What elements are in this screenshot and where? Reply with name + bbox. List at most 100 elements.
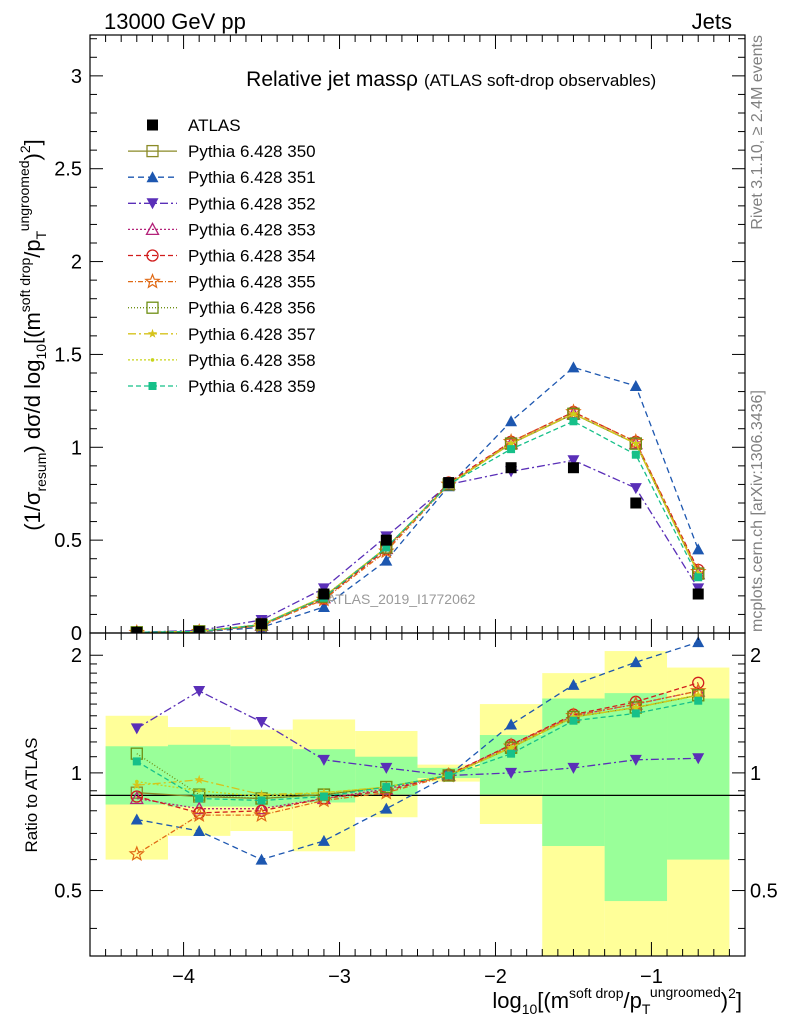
ratio-series-marker [190, 806, 208, 823]
atlas-data-point [443, 477, 455, 489]
ratio-series-marker [255, 853, 268, 865]
legend-label: Pythia 6.428 350 [188, 142, 316, 161]
main-series-2 [130, 455, 705, 633]
ratio-series-marker [567, 762, 580, 774]
ratio-y-tick-label-left: 1 [71, 763, 82, 785]
label-part: ungroomed [16, 160, 32, 231]
main-series-marker [382, 543, 391, 552]
label-part: T [33, 230, 49, 239]
ratio-series-layer [128, 636, 707, 865]
x-tick-label: −2 [484, 966, 507, 988]
label-part: [(m [537, 988, 569, 1013]
main-y-tick-label: 1 [71, 437, 82, 459]
ratio-y-tick-label-right: 1 [750, 763, 761, 785]
ratio-series-marker [194, 774, 204, 784]
legend-label: Pythia 6.428 351 [188, 168, 316, 187]
main-y-tick-label: 1.5 [54, 344, 82, 366]
legend-marker [150, 358, 155, 362]
legend-marker [147, 328, 158, 338]
legend-label: Pythia 6.428 355 [188, 273, 316, 292]
x-tick-label: −3 [328, 966, 351, 988]
ratio-series-marker [505, 767, 518, 779]
ratio-series-line [136, 690, 699, 777]
x-tick-label: −4 [172, 966, 195, 988]
energy-label: 13000 GeV pp [104, 9, 246, 34]
band-1sigma-bin [604, 693, 668, 902]
chart-subtitle: (ATLAS soft-drop observables) [424, 71, 656, 90]
ratio-series-marker [692, 753, 705, 765]
ratio-series-marker [380, 762, 393, 774]
main-y-tick-label: 3 [71, 66, 82, 88]
legend-marker [145, 222, 160, 236]
label-part: ) [721, 988, 728, 1013]
main-series-marker [380, 554, 393, 566]
label-part: /p [624, 988, 642, 1013]
ratio-series-line [136, 641, 699, 861]
ratio-series-marker [505, 718, 518, 730]
ratio-y-tick-label-right: 2 [750, 645, 761, 667]
x-tick-label: −1 [640, 966, 663, 988]
ratio-series-marker [696, 693, 701, 698]
ratio-series-marker [692, 636, 705, 648]
main-series-marker [571, 412, 576, 416]
ratio-series-marker [132, 757, 141, 766]
ratio-series-marker [253, 806, 270, 823]
legend-label: Pythia 6.428 356 [188, 299, 316, 318]
rivet-version-label: Rivet 3.1.10, ≥ 2.4M events [749, 35, 766, 230]
main-series-marker [694, 573, 703, 582]
ratio-series-marker [197, 788, 201, 793]
ratio-series-marker [694, 696, 703, 705]
legend-label: Pythia 6.428 353 [188, 220, 316, 239]
legend-marker-atlas [147, 119, 158, 131]
label-part: [(m [20, 312, 45, 344]
label-part: 10 [522, 1001, 538, 1017]
ratio-series-marker [130, 790, 143, 803]
main-series-line [136, 413, 699, 633]
main-data-layer [131, 462, 704, 633]
main-series-marker [634, 441, 638, 446]
label-part: ungroomed [650, 984, 721, 1000]
main-series-line [136, 420, 699, 633]
ratio-series-marker [195, 794, 204, 803]
main-series-marker [629, 437, 642, 450]
main-panel: 0 0.5 1 1.5 2 2.5 3 Relative jet massρ (ATLAS … [54, 34, 746, 645]
legend-label: Pythia 6.428 358 [188, 351, 316, 370]
ratio-series-marker [319, 792, 328, 801]
ratio-y-axis-label: Ratio to ATLAS [22, 738, 41, 853]
ratio-series-marker [380, 802, 393, 814]
ratio-series-marker [631, 709, 640, 718]
legend-marker [144, 272, 161, 289]
main-series-marker [629, 483, 642, 495]
ratio-axis-ticks: 0.5 0.5 1 1 2 2 −4 −3 −2 −1 [54, 633, 778, 988]
ratio-series-marker [132, 780, 142, 790]
legend-marker [148, 382, 157, 390]
main-series-marker [507, 445, 516, 454]
main-series-marker [631, 450, 640, 459]
label-part: /p [20, 239, 45, 257]
main-series-marker [567, 455, 580, 467]
label-part: resum [33, 453, 49, 492]
legend-marker [146, 171, 159, 183]
label-part: soft drop [569, 985, 624, 1001]
label-part: 2 [728, 985, 736, 1001]
main-y-axis-label: (1/σresum) dσ/d log10[(msoft drop/pTungr… [16, 139, 49, 531]
legend-marker [146, 249, 159, 262]
main-y-tick-label: 0.5 [54, 530, 82, 552]
main-axis-ticks: 0 0.5 1 1.5 2 2.5 3 [54, 35, 746, 645]
atlas-data-point [505, 462, 517, 474]
main-series-line [136, 459, 699, 633]
atlas-data-point [256, 618, 268, 630]
ratio-series-marker [382, 783, 391, 792]
ratio-series-marker [509, 745, 513, 750]
atlas-data-point [692, 588, 704, 600]
ratio-y-tick-label-left: 2 [71, 645, 82, 667]
label-part: 10 [33, 344, 49, 360]
main-series-marker [629, 380, 642, 391]
ratio-y-tick-label-right: 0.5 [750, 881, 778, 903]
ratio-series-marker [128, 845, 145, 862]
label-part: log [492, 988, 521, 1013]
ratio-series-marker [629, 656, 642, 668]
main-y-tick-label: 2.5 [54, 159, 82, 181]
band-1sigma-bin [667, 698, 730, 860]
label-part: ] [20, 139, 45, 145]
